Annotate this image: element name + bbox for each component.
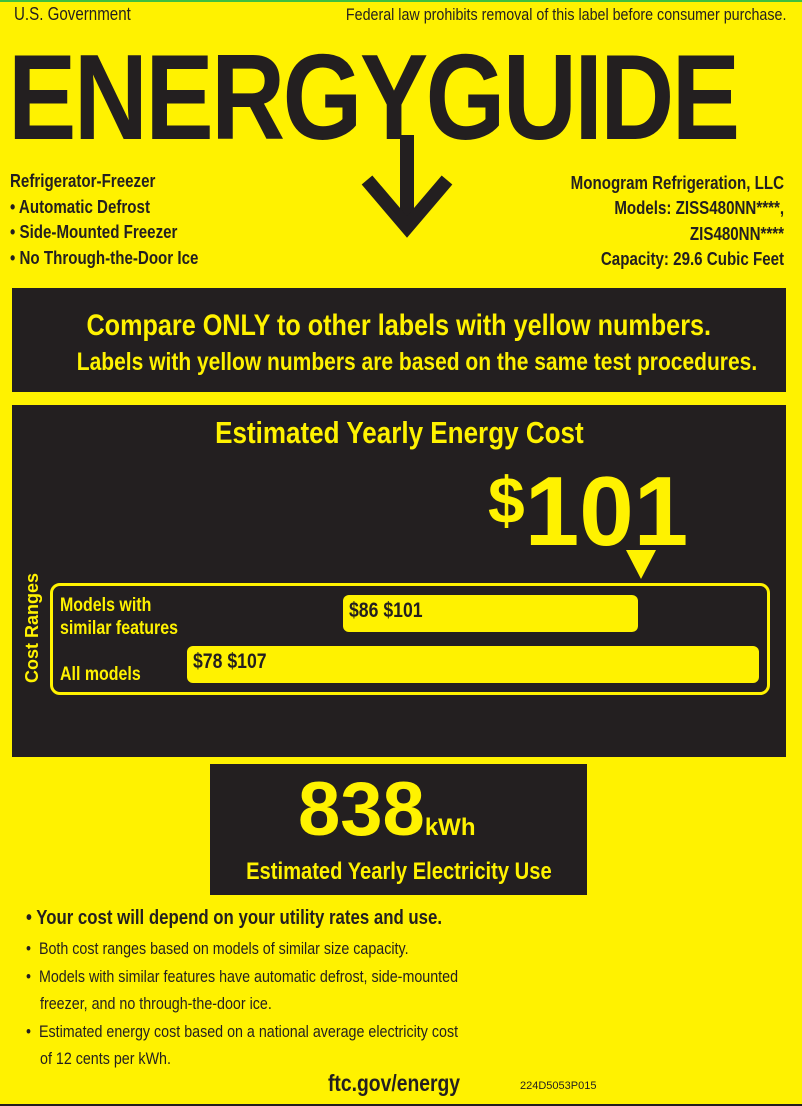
- note-main: • Your cost will depend on your utility …: [26, 907, 442, 929]
- all-range-bar: $78 $107: [187, 646, 759, 683]
- notes-list: • Both cost ranges based on models of si…: [26, 939, 459, 1068]
- compare-line2: Labels with yellow numbers are based on …: [76, 348, 758, 376]
- label-code: 224D5053P015: [520, 1080, 597, 1092]
- manufacturer-info: Monogram Refrigeration, LLC Models: ZISS…: [570, 173, 784, 269]
- cost-ranges-label: Cost Ranges: [22, 572, 42, 683]
- top-border: [0, 0, 802, 2]
- arrow-down-icon: [361, 135, 453, 238]
- kwh-label: Estimated Yearly Electricity Use: [245, 858, 552, 885]
- cost-ranges-frame: [50, 583, 770, 695]
- all-models-label: All models: [60, 664, 141, 685]
- cost-box: Estimated Yearly Energy Cost $101 Cost R…: [12, 405, 786, 757]
- cost-title: Estimated Yearly Energy Cost: [214, 415, 584, 450]
- us-government: U.S. Government: [14, 4, 131, 24]
- energyguide-logo: ENERGYGUIDE: [8, 29, 740, 165]
- bottom-border: [0, 1104, 802, 1106]
- compare-box: Compare ONLY to other labels with yellow…: [12, 288, 786, 392]
- ftc-link[interactable]: ftc.gov/energy: [328, 1070, 461, 1096]
- electricity-box: 838kWh Estimated Yearly Electricity Use: [210, 764, 587, 895]
- removal-notice: Federal law prohibits removal of this la…: [345, 5, 786, 24]
- cost-marker-icon: [626, 550, 656, 579]
- compare-line1: Compare ONLY to other labels with yellow…: [86, 309, 712, 342]
- similar-range-bar: $86 $101: [343, 595, 638, 632]
- cost-value: $101: [488, 456, 689, 566]
- kwh-value: 838kWh: [298, 767, 476, 852]
- similar-label: Models with similar features: [60, 595, 178, 639]
- product-info: Refrigerator-Freezer • Automatic Defrost…: [10, 171, 199, 268]
